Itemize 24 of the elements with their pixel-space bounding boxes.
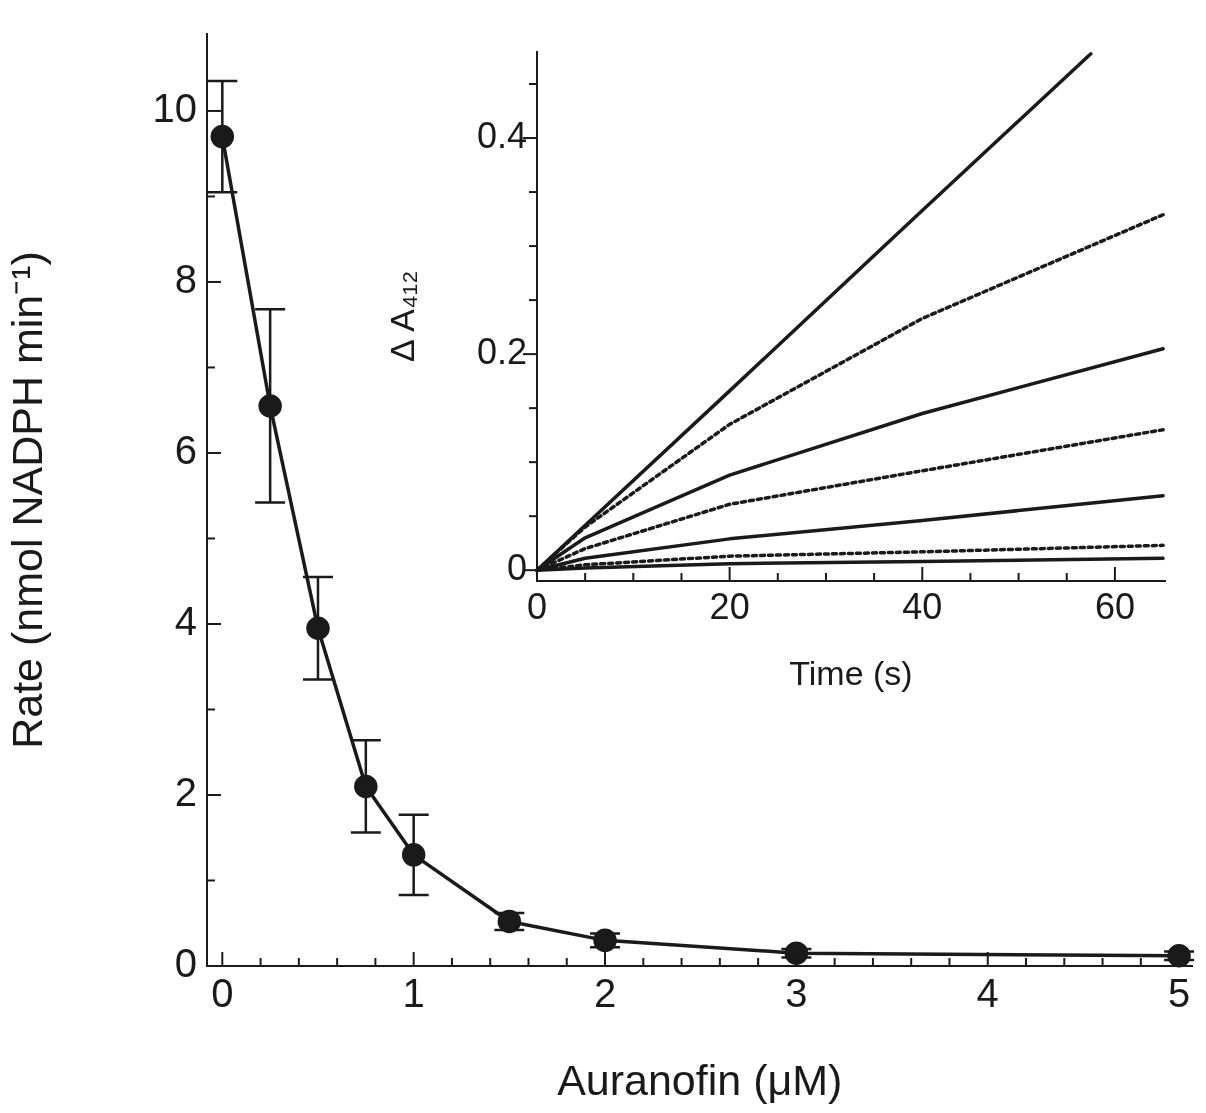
x-tick-label: 5 bbox=[1167, 971, 1191, 1016]
x-tick-label: 1 bbox=[402, 971, 425, 1016]
y-tick-label: 0.2 bbox=[476, 331, 527, 373]
y-axis-title: Δ A₄₁₂ bbox=[382, 270, 421, 363]
x-tick-label: 40 bbox=[902, 585, 943, 627]
y-tick-label: 0 bbox=[174, 941, 197, 986]
x-tick-label: 4 bbox=[976, 971, 999, 1016]
point bbox=[354, 774, 378, 799]
point bbox=[258, 394, 282, 418]
x-axis-title: Auranofin (μM) bbox=[557, 1056, 843, 1105]
y-tick-label: 0.4 bbox=[476, 114, 527, 156]
x-tick-label: 0 bbox=[211, 971, 234, 1016]
y-tick-label: 6 bbox=[174, 428, 197, 472]
x-tick-label: 2 bbox=[593, 971, 617, 1016]
y-tick-label: 10 bbox=[152, 85, 197, 130]
y-tick-label: 0 bbox=[506, 547, 527, 589]
x-tick-label: 60 bbox=[1094, 585, 1135, 627]
y-axis-title: Rate (nmol NADPH min⁻¹) bbox=[2, 251, 51, 749]
y-tick-label: 2 bbox=[174, 770, 197, 815]
x-axis-title: Time (s) bbox=[789, 653, 913, 692]
point bbox=[306, 616, 330, 641]
y-tick-label: 8 bbox=[174, 256, 197, 301]
x-tick-label: 3 bbox=[785, 971, 808, 1016]
x-tick-label: 20 bbox=[709, 585, 750, 627]
